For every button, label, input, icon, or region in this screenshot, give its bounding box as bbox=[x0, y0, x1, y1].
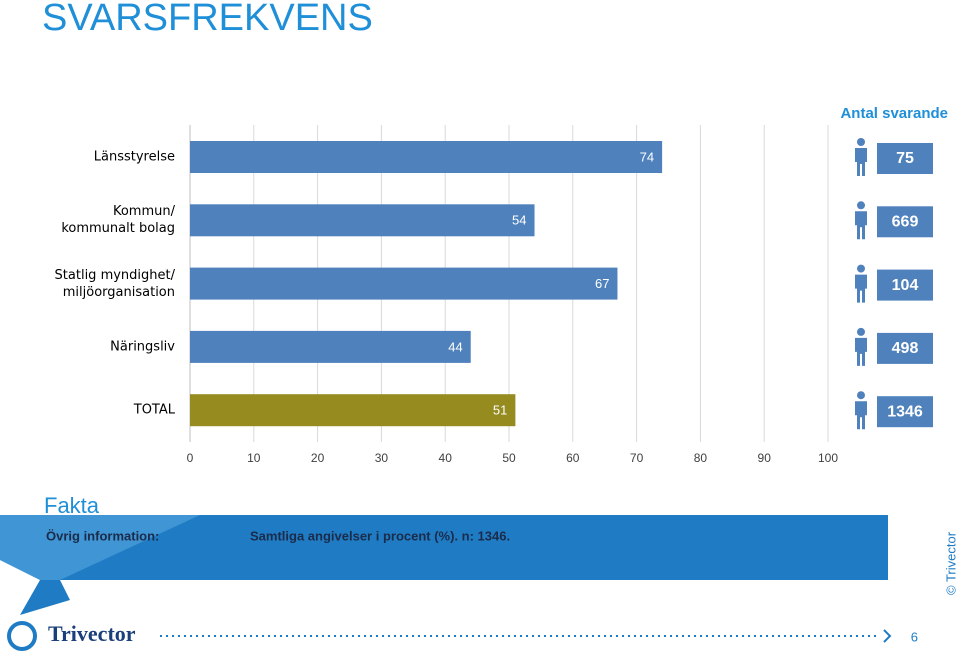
x-tick-label: 60 bbox=[566, 451, 580, 465]
value-label: 44 bbox=[448, 339, 462, 354]
person-icon bbox=[857, 327, 865, 336]
bar bbox=[190, 267, 618, 300]
bar bbox=[190, 394, 516, 427]
respondent-count: 75 bbox=[896, 150, 914, 167]
respondent-box bbox=[877, 206, 933, 238]
value-label: 54 bbox=[512, 213, 526, 228]
category-label: Länsstyrelse bbox=[93, 149, 175, 165]
category-label: Näringsliv bbox=[110, 339, 175, 355]
x-tick-label: 10 bbox=[247, 451, 261, 465]
bar bbox=[190, 330, 471, 363]
respondent-count: 669 bbox=[892, 214, 919, 231]
info-label: Övrig information: bbox=[46, 528, 159, 543]
respondent-box bbox=[877, 332, 933, 364]
respondent-count: 104 bbox=[892, 277, 919, 294]
x-tick-label: 70 bbox=[630, 451, 644, 465]
value-label: 74 bbox=[640, 149, 654, 164]
category-label: TOTAL bbox=[133, 402, 175, 418]
x-tick-label: 90 bbox=[758, 451, 772, 465]
footer-arrow bbox=[883, 629, 892, 643]
x-tick-label: 0 bbox=[187, 451, 194, 465]
value-label: 51 bbox=[493, 403, 507, 418]
person-icon bbox=[855, 148, 867, 176]
respondent-box bbox=[877, 269, 933, 301]
x-tick-label: 100 bbox=[818, 451, 838, 465]
logo: Trivector bbox=[48, 621, 136, 646]
person-icon bbox=[855, 211, 867, 240]
person-icon bbox=[855, 274, 867, 303]
value-label: 67 bbox=[595, 276, 609, 291]
person-icon bbox=[857, 201, 865, 210]
person-icon bbox=[855, 401, 867, 430]
respondent-box bbox=[877, 143, 933, 174]
x-tick-label: 20 bbox=[311, 451, 325, 465]
slide-title: SVARSFREKVENS bbox=[42, 0, 373, 39]
person-icon bbox=[855, 337, 867, 366]
bar bbox=[190, 204, 535, 237]
facts-title: Fakta bbox=[44, 493, 100, 518]
banner-accent bbox=[0, 515, 200, 580]
x-tick-label: 40 bbox=[439, 451, 453, 465]
facts-banner bbox=[0, 515, 888, 615]
respondent-count: 1346 bbox=[887, 403, 923, 420]
category-label: Statlig myndighet/ miljöorganisation bbox=[54, 267, 175, 300]
person-icon bbox=[857, 138, 865, 146]
respondent-box bbox=[877, 396, 933, 428]
info-text: Samtliga angivelser i procent (%). n: 13… bbox=[250, 528, 510, 543]
respondent-count: 498 bbox=[892, 340, 919, 357]
x-tick-label: 80 bbox=[694, 451, 708, 465]
logo-icon bbox=[7, 621, 37, 651]
x-tick-label: 50 bbox=[502, 451, 516, 465]
respondents-title: Antal svarande bbox=[840, 105, 948, 122]
category-label: Kommun/ kommunalt bolag bbox=[61, 204, 175, 237]
person-icon bbox=[857, 391, 865, 400]
person-icon bbox=[857, 264, 865, 273]
copyright: © Trivector bbox=[943, 531, 958, 595]
x-tick-label: 30 bbox=[375, 451, 389, 465]
page-number: 6 bbox=[911, 629, 918, 644]
bar bbox=[190, 141, 663, 173]
